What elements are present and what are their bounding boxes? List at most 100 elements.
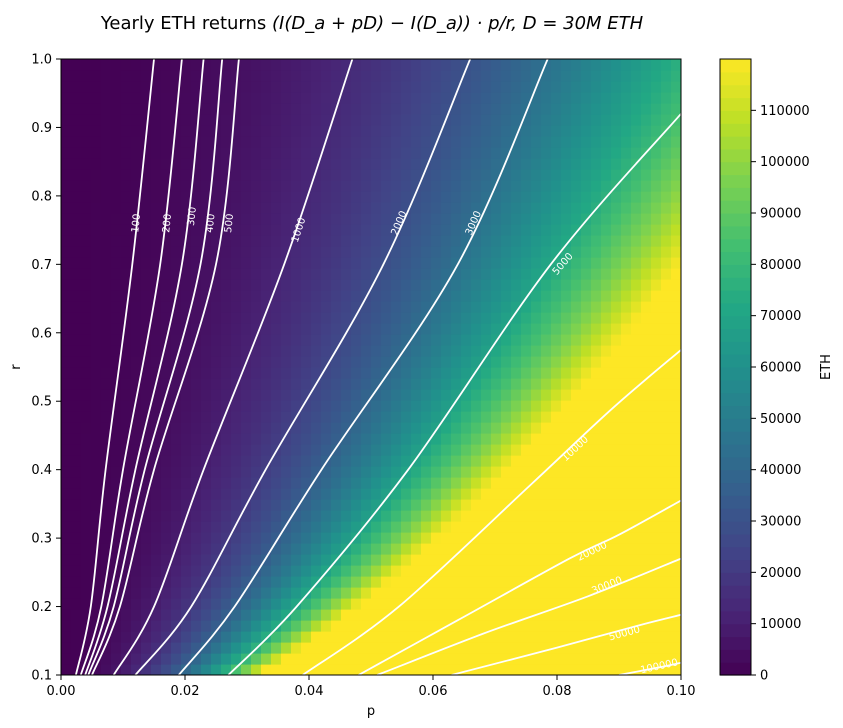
heatmap-cell [391,576,402,588]
heatmap-cell [251,246,262,258]
heatmap-cell [521,521,532,533]
heatmap-cell [71,92,82,104]
heatmap-cell [361,323,372,335]
heatmap-cell [431,389,442,401]
heatmap-field [61,59,681,675]
heatmap-cell [141,532,152,544]
heatmap-cell [221,455,232,467]
heatmap-cell [421,367,432,379]
heatmap-cell [141,609,152,621]
heatmap-cell [111,565,122,577]
heatmap-cell [541,455,552,467]
heatmap-cell [471,257,482,269]
heatmap-cell [211,620,222,632]
heatmap-cell [191,499,202,511]
heatmap-cell [651,433,662,445]
heatmap-cell [391,609,402,621]
heatmap-cell [321,400,332,412]
heatmap-cell [501,477,512,489]
heatmap-cell [651,620,662,632]
heatmap-cell [111,598,122,610]
heatmap-cell [311,455,322,467]
heatmap-cell [341,246,352,258]
heatmap-cell [431,620,442,632]
heatmap-cell [351,136,362,148]
heatmap-cell [81,532,92,544]
heatmap-cell [341,213,352,225]
heatmap-cell [251,510,262,522]
heatmap-cell [81,235,92,247]
heatmap-cell [481,444,492,456]
heatmap-cell [61,444,72,456]
heatmap-cell [641,136,652,148]
heatmap-cell [581,620,592,632]
heatmap-cell [461,598,472,610]
heatmap-cell [531,235,542,247]
heatmap-cell [441,224,452,236]
heatmap-cell [171,400,182,412]
heatmap-cell [421,191,432,203]
heatmap-cell [671,158,681,170]
heatmap-cell [461,664,472,675]
heatmap-cell [591,147,602,159]
heatmap-cell [651,598,662,610]
heatmap-cell [61,510,72,522]
heatmap-cell [371,257,382,269]
heatmap-cell [371,81,382,93]
heatmap-cell [461,499,472,511]
heatmap-cell [651,257,662,269]
heatmap-cell [141,180,152,192]
heatmap-cell [431,81,442,93]
heatmap-cell [111,323,122,335]
heatmap-cell [181,312,192,324]
heatmap-cell [121,466,132,478]
heatmap-cell [431,444,442,456]
heatmap-cell [151,521,162,533]
heatmap-cell [231,554,242,566]
heatmap-cell [171,444,182,456]
heatmap-cell [401,103,412,115]
heatmap-cell [491,620,502,632]
heatmap-cell [481,191,492,203]
heatmap-cell [131,334,142,346]
heatmap-cell [391,301,402,313]
heatmap-cell [341,191,352,203]
heatmap-cell [151,477,162,489]
heatmap-cell [101,213,112,225]
heatmap-cell [221,158,232,170]
heatmap-cell [131,587,142,599]
heatmap-cell [151,631,162,643]
heatmap-cell [551,191,562,203]
heatmap-cell [441,653,452,665]
heatmap-cell [111,191,122,203]
heatmap-cell [451,334,462,346]
heatmap-cell [561,136,572,148]
heatmap-cell [671,125,681,137]
heatmap-cell [501,59,512,71]
heatmap-cell [221,631,232,643]
heatmap-cell [601,158,612,170]
heatmap-cell [171,301,182,313]
heatmap-cell [191,510,202,522]
heatmap-cell [601,125,612,137]
heatmap-cell [521,125,532,137]
heatmap-cell [341,587,352,599]
heatmap-cell [331,620,342,632]
heatmap-cell [541,213,552,225]
heatmap-cell [341,620,352,632]
heatmap-cell [341,224,352,236]
heatmap-cell [181,125,192,137]
heatmap-cell [501,180,512,192]
heatmap-cell [621,554,632,566]
heatmap-cell [521,169,532,181]
heatmap-cell [61,367,72,379]
heatmap-cell [391,213,402,225]
heatmap-cell [641,125,652,137]
colorbar-band [720,213,751,227]
heatmap-cell [181,499,192,511]
heatmap-cell [331,246,342,258]
heatmap-cell [251,411,262,423]
heatmap-cell [201,587,212,599]
heatmap-cell [351,444,362,456]
heatmap-cell [671,180,681,192]
